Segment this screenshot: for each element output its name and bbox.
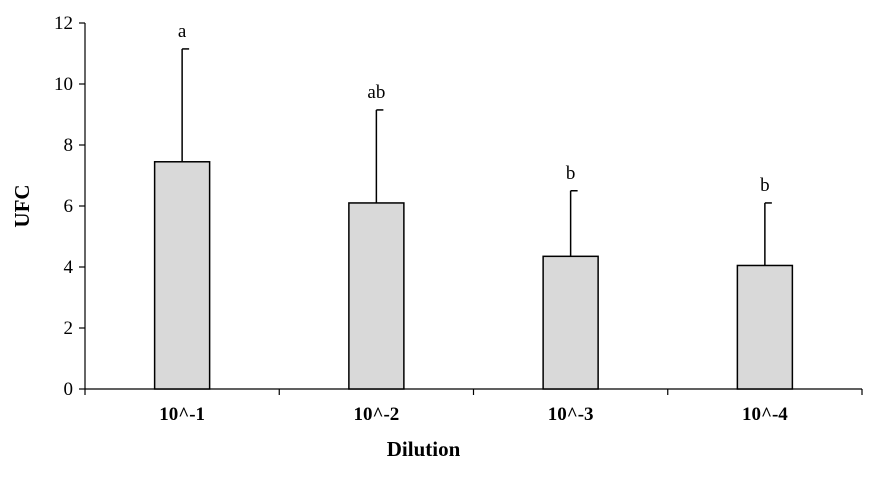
x-tick-label: 10^-2 [353,404,399,425]
significance-label: b [566,163,576,184]
category-labels: 10^-1 10^-2 10^-3 10^-4 [159,404,788,425]
y-tick-label: 8 [64,135,74,156]
y-tick-label: 10 [54,74,73,95]
x-axis-title: Dilution [387,437,461,461]
bar [542,255,599,390]
y-tick-label: 2 [64,318,74,339]
y-tick-label: 6 [64,196,74,217]
x-tick-label: 10^-3 [548,404,594,425]
bar [736,264,794,390]
bar [153,161,211,390]
significance-labels: a ab b b [178,21,770,196]
bars [153,161,794,390]
y-tick-label: 0 [64,379,74,400]
significance-label: b [760,175,770,196]
significance-label: ab [367,82,385,103]
y-tick-label: 12 [54,13,73,34]
y-tick-label: 4 [64,257,74,278]
x-tick-label: 10^-4 [742,404,788,425]
y-axis-title: UFC [10,184,34,227]
bar [348,202,405,390]
x-tick-label: 10^-1 [159,404,205,425]
error-bars [181,48,772,266]
x-axis [84,388,863,395]
significance-label: a [178,21,187,42]
y-axis: 0 2 4 6 8 10 12 [54,13,86,400]
